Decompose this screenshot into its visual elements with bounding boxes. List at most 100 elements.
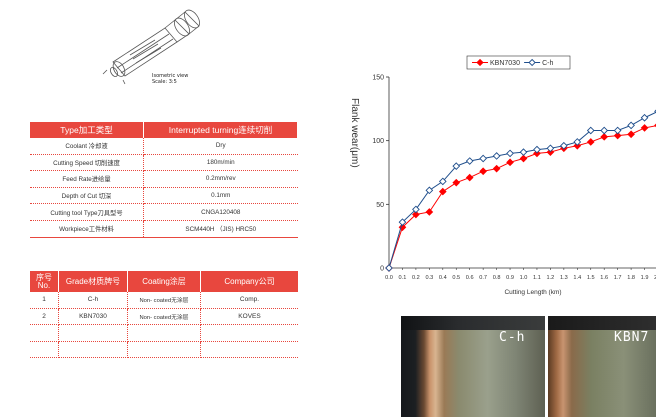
data-point-C-h <box>452 162 461 170</box>
cutting-conditions-table: Type加工类型 Interrupted turning连续切削 Coolant… <box>30 122 298 238</box>
grade-company <box>200 324 298 342</box>
x-tick-label: 0.2 <box>412 275 420 281</box>
flank-wear-chart: 0 50 100 150 0.0 0.1 0.2 0.3 0.4 0.5 0.6 0.7 0.8 0.9 1… <box>349 55 656 296</box>
x-tick-label: 1.3 <box>560 275 568 281</box>
data-point-C-h <box>560 141 568 150</box>
grade-row: 2 KBN7030 Non- coated无涂层 KOVES <box>30 308 298 325</box>
conditions-label: Cutting tool Type刀具型号 <box>30 203 144 221</box>
x-tick-label: 0.1 <box>399 275 407 281</box>
grade-name: KBN7030 <box>58 308 128 325</box>
x-tick-label: 1.1 <box>533 275 541 281</box>
conditions-row: Cutting Speed 切削速度 180m/min <box>30 154 298 172</box>
grade-header-no: 序号 No. <box>30 271 59 292</box>
x-tick-label: 0.8 <box>493 275 501 281</box>
grade-company: KOVES <box>200 308 298 325</box>
conditions-value: Dry <box>143 138 298 155</box>
isometric-sketch <box>102 9 200 85</box>
grade-no: 1 <box>30 292 59 309</box>
grade-row <box>30 324 298 342</box>
sketch-caption-line1: Isometric view <box>152 73 189 79</box>
data-point-KBN7030 <box>398 223 407 232</box>
x-tick-label: 0.3 <box>425 275 433 281</box>
y-tick-label: 150 <box>372 75 384 82</box>
grade-name <box>58 341 128 358</box>
legend-label-C-h: C-h <box>542 60 553 67</box>
y-axis-label: Flank wear(μm) <box>349 98 360 168</box>
conditions-header-row: Type加工类型 Interrupted turning连续切削 <box>30 122 298 138</box>
x-tick-label: 2.0 <box>654 275 656 281</box>
data-point-C-h <box>640 113 649 122</box>
x-tick-label: 1.0 <box>520 275 528 281</box>
data-point-C-h <box>412 205 420 214</box>
chart-axes: 0 50 100 150 0.0 0.1 0.2 0.3 0.4 0.5 0.6 0.7 0.8 0.9 1… <box>372 75 656 281</box>
data-point-C-h <box>546 144 555 153</box>
photo-label-kbn7030: KBN7 <box>614 330 650 345</box>
conditions-label: Cutting Speed 切削速度 <box>30 154 144 172</box>
grade-coating: Non- coated无涂层 <box>127 292 201 309</box>
grade-no <box>30 341 59 358</box>
x-axis-label: Cutting Length (km) <box>504 289 561 296</box>
data-point-KBN7030 <box>452 178 461 187</box>
grade-no: 2 <box>30 308 59 325</box>
chart-series <box>385 109 656 272</box>
data-point-KBN7030 <box>506 158 514 167</box>
conditions-value: 0.1mm <box>143 187 298 205</box>
grade-header-coating: Coating涂层 <box>127 271 201 292</box>
grade-coating <box>127 341 201 358</box>
conditions-value: 180m/min <box>143 154 298 172</box>
x-tick-label: 0.6 <box>466 275 474 281</box>
data-point-KBN7030 <box>412 210 420 219</box>
x-tick-label: 0.5 <box>452 275 460 281</box>
grade-no <box>30 324 59 342</box>
sketch-caption: Isometric view Scale: 3:5 <box>152 73 188 85</box>
x-tick-label: 0.9 <box>506 275 514 281</box>
data-point-C-h <box>398 218 407 226</box>
x-tick-label: 1.9 <box>641 275 649 281</box>
data-point-KBN7030 <box>586 138 595 146</box>
data-point-KBN7030 <box>492 164 501 173</box>
data-point-KBN7030 <box>613 131 622 140</box>
conditions-value: 0.2mm/rev <box>143 170 298 188</box>
data-point-C-h <box>533 145 541 154</box>
data-point-KBN7030 <box>600 133 609 141</box>
x-tick-label: 0.0 <box>385 275 393 281</box>
conditions-row: Workpiece工件材料 SCM440H （JIS) HRC50 <box>30 220 298 238</box>
conditions-header-operation: Interrupted turning连续切削 <box>143 122 298 138</box>
tool-photo-ch: C-h <box>401 316 545 417</box>
legend-marker-C-h <box>528 58 536 67</box>
data-point-C-h <box>506 149 514 158</box>
grade-header-company: Company公司 <box>200 271 298 292</box>
data-point-KBN7030 <box>640 124 649 132</box>
grade-company: Comp. <box>200 292 298 309</box>
legend-box <box>466 55 571 70</box>
data-point-C-h <box>613 126 622 135</box>
y-tick-label: 0 <box>380 266 384 273</box>
conditions-label: Workpiece工件材料 <box>30 220 144 238</box>
data-point-C-h <box>519 148 528 156</box>
grade-coating <box>127 324 201 342</box>
conditions-value: CNGA120408 <box>143 203 298 221</box>
data-point-KBN7030 <box>479 167 487 176</box>
data-point-C-h <box>479 154 487 163</box>
x-tick-label: 0.7 <box>479 275 487 281</box>
conditions-row: Feed Rate进给量 0.2mm/rev <box>30 170 298 188</box>
x-tick-label: 1.4 <box>573 275 581 281</box>
photo-top-band <box>401 316 545 330</box>
chart-legend: KBN7030 C-h <box>466 55 571 70</box>
x-tick-label: 1.6 <box>600 275 608 281</box>
conditions-row: Coolant 冷却液 Dry <box>30 138 298 155</box>
data-point-KBN7030 <box>519 154 528 163</box>
conditions-label: Coolant 冷却液 <box>30 138 144 155</box>
conditions-value: SCM440H （JIS) HRC50 <box>143 220 298 238</box>
data-point-KBN7030 <box>465 173 474 182</box>
conditions-label: Feed Rate进给量 <box>30 170 144 188</box>
data-point-KBN7030 <box>438 187 447 196</box>
grade-table: 序号 No. Grade材质牌号 Coating涂层 Company公司 1 C… <box>30 271 298 358</box>
grade-name: C-h <box>58 292 128 309</box>
data-point-C-h <box>573 138 582 146</box>
x-tick-label: 0.4 <box>439 275 447 281</box>
data-point-C-h <box>385 264 393 272</box>
grade-header-row: 序号 No. Grade材质牌号 Coating涂层 Company公司 <box>30 271 298 292</box>
data-point-C-h <box>438 177 447 186</box>
grade-name <box>58 324 128 342</box>
